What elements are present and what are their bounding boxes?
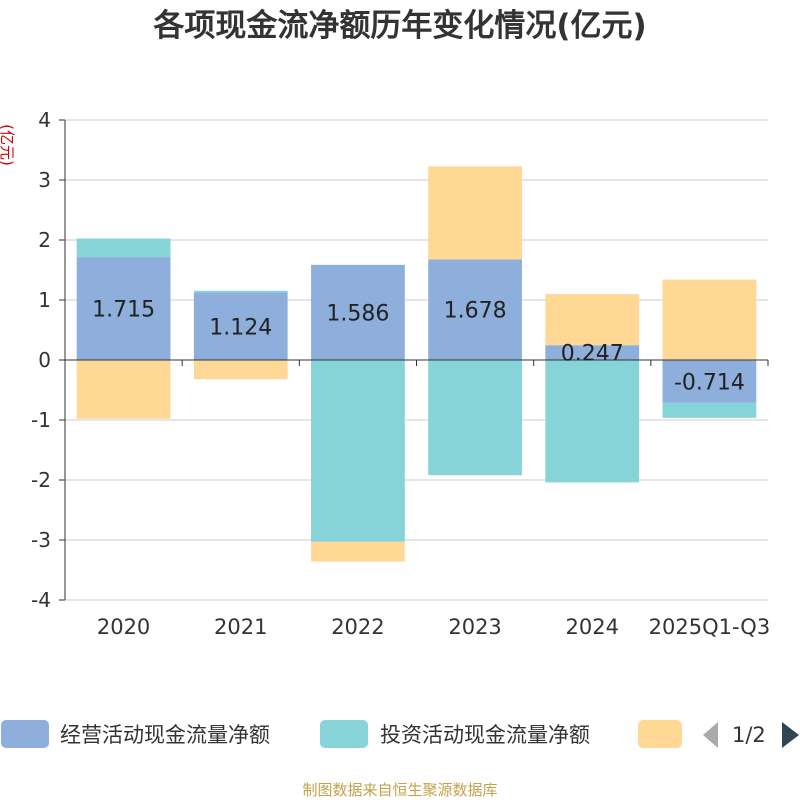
bar-third-2021[interactable]	[193, 360, 288, 380]
legend-swatch-investing	[320, 720, 368, 748]
bar-third-2020[interactable]	[76, 360, 171, 419]
y-tick-label: -2	[31, 468, 51, 492]
data-label-operating-2023: 1.678	[444, 299, 507, 324]
bar-operating-2020[interactable]	[76, 257, 171, 360]
x-tick-label: 2020	[97, 615, 150, 639]
triangle-right-icon[interactable]	[782, 722, 799, 748]
data-label-operating-2021: 1.124	[209, 315, 272, 340]
bar-investing-2020[interactable]	[76, 238, 171, 258]
legend-item-third[interactable]	[638, 720, 682, 748]
y-tick-label: -4	[31, 588, 51, 612]
legend-swatch-operating	[1, 720, 49, 748]
data-label-operating-2020: 1.715	[92, 298, 155, 323]
bar-operating-2023[interactable]	[428, 259, 522, 360]
legend-item-operating[interactable]: 经营活动现金流量净额	[1, 720, 270, 748]
triangle-left-icon[interactable]	[703, 722, 718, 748]
y-tick-label: 1	[38, 288, 51, 312]
legend-label-investing: 投资活动现金流量净额	[380, 723, 590, 747]
data-label-operating-2022: 1.586	[326, 301, 389, 326]
axes: 4 3 2 1 0 -1 -2 -3 -4 2020 2021 2022 2023 2024 2025Q1-…	[31, 108, 770, 639]
bars	[76, 166, 757, 562]
y-tick-label: 2	[38, 228, 51, 252]
y-tick-label: -3	[31, 528, 51, 552]
bar-operating-2021[interactable]	[193, 292, 288, 360]
bar-third-2025Q1-Q3[interactable]	[662, 279, 757, 360]
bar-operating-2022[interactable]	[311, 264, 405, 360]
legend-page-indicator: 1/2	[732, 723, 766, 747]
legend-swatch-third	[638, 720, 682, 748]
data-label-operating-2025Q1-Q3: -0.714	[674, 370, 745, 395]
y-axis-unit-label: (亿元)	[0, 124, 16, 166]
y-tick-label: 0	[38, 348, 51, 372]
x-tick-label: 2021	[214, 615, 267, 639]
bar-investing-2024[interactable]	[545, 360, 640, 483]
x-tick-label: 2022	[331, 615, 384, 639]
data-labels: 1.715 1.124 1.586 1.678 0.247 -0.714	[92, 298, 745, 396]
legend-label-operating: 经营活动现金流量净额	[60, 723, 270, 747]
data-source-note: 制图数据来自恒生聚源数据库	[302, 781, 497, 799]
bar-third-2024[interactable]	[545, 294, 640, 346]
bar-investing-2021[interactable]	[193, 290, 288, 293]
y-tick-label: -1	[31, 408, 51, 432]
data-label-operating-2024: 0.247	[561, 342, 624, 367]
bar-investing-2023[interactable]	[428, 360, 522, 476]
y-tick-label: 3	[38, 168, 51, 192]
x-tick-label: 2024	[566, 615, 619, 639]
bar-operating-2024[interactable]	[545, 345, 640, 360]
bar-operating-2025Q1-Q3[interactable]	[662, 360, 757, 403]
chart-title: 各项现金流净额历年变化情况(亿元)	[152, 8, 646, 44]
x-tick-label: 2025Q1-Q3	[649, 615, 771, 639]
bar-investing-2025Q1-Q3[interactable]	[662, 402, 757, 418]
legend-item-investing[interactable]: 投资活动现金流量净额	[320, 720, 590, 748]
bar-investing-2022[interactable]	[311, 360, 405, 542]
x-tick-label: 2023	[448, 615, 501, 639]
bar-third-2022[interactable]	[311, 541, 405, 562]
y-tick-label: 4	[38, 108, 51, 132]
bar-third-2023[interactable]	[428, 166, 522, 260]
legend: 经营活动现金流量净额 投资活动现金流量净额 1/2	[1, 720, 799, 748]
